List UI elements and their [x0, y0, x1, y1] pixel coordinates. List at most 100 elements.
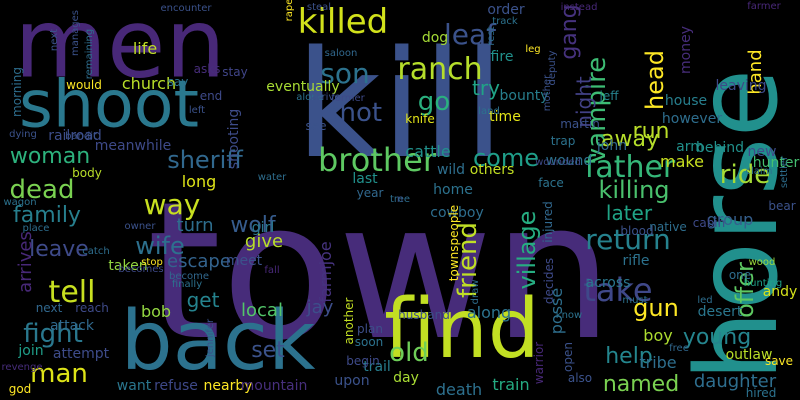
cloud-word-outlaw: outlaw [725, 347, 773, 363]
cloud-word-house: house [664, 93, 708, 109]
cloud-word-behind: behind [695, 140, 745, 156]
cloud-word-claim: claim [745, 166, 773, 177]
cloud-word-encounter: encounter [160, 3, 212, 14]
cloud-word-arm: arm [676, 139, 704, 155]
cloud-word-others: others [469, 162, 515, 178]
cloud-word-killed: killed [297, 2, 389, 42]
cloud-word-owner: owner [124, 221, 156, 232]
cloud-word-set: set [251, 338, 285, 363]
cloud-word-attack: attack [50, 318, 94, 334]
cloud-word-want: want [116, 378, 152, 394]
cloud-word-god: god [8, 382, 32, 396]
cloud-word-kill: kill [295, 19, 505, 191]
cloud-word-group: group [706, 210, 754, 229]
cloud-word-save: save [764, 354, 794, 368]
cloud-word-must: must [622, 295, 648, 306]
cloud-word-wound: wound [545, 153, 593, 169]
cloud-word-sheriff: sheriff [167, 146, 243, 174]
cloud-word-mountain: mountain [240, 378, 308, 394]
cloud-word-stop: stop [141, 257, 163, 268]
cloud-word-go: go [417, 87, 451, 117]
cloud-word-cattle: cattle [405, 142, 451, 161]
cloud-word-soon: soon [354, 335, 384, 349]
cloud-word-would: would [66, 78, 102, 92]
cloud-word-way: way [143, 188, 201, 221]
cloud-word-hired: hired [745, 386, 777, 400]
cloud-word-named: named [602, 372, 680, 397]
cloud-word-tree: tree [389, 194, 411, 205]
cloud-word-tribe: tribe [639, 353, 677, 372]
cloud-word-ride: ride [719, 160, 771, 190]
cloud-word-leaving: leaving [715, 78, 767, 94]
cloud-word-alone: alone [296, 92, 324, 103]
cloud-word-face: face [538, 176, 564, 190]
cloud-word-warrior: warrior [532, 341, 546, 385]
cloud-word-killing: killing [598, 176, 670, 204]
cloud-word-n: n [396, 194, 404, 205]
cloud-word-arrive: arrive [311, 92, 341, 103]
cloud-word-village: village [513, 210, 541, 290]
cloud-word-becomes: becomes [118, 264, 164, 275]
cloud-word-woman: woman [9, 144, 91, 169]
cloud-word-trail: trail [363, 359, 391, 375]
cloud-word-deputy: deputy [547, 50, 558, 86]
cloud-word-reach: reach [75, 301, 109, 315]
cloud-word-get: get [186, 288, 220, 312]
cloud-word-desert: desert [697, 304, 743, 320]
cloud-word-farmer: farmer [747, 1, 781, 12]
cloud-word-make: make [660, 152, 704, 171]
cloud-word-injured: injured [541, 201, 555, 243]
cloud-word-come: come [472, 144, 540, 172]
cloud-word-run: run [632, 119, 670, 144]
cloud-word-meet: meet [225, 253, 263, 269]
cloud-word-cabin: cabin [692, 216, 726, 230]
cloud-word-townspeople: townspeople [447, 204, 461, 282]
cloud-word-farmjoe: farmjoe [316, 241, 335, 303]
cloud-word-leaf: leaf [443, 18, 497, 51]
cloud-word-jennifer: jennifer [205, 318, 216, 358]
cloud-word-son: son [320, 57, 370, 90]
cloud-word-meanwhile: meanwhile [94, 138, 172, 154]
cloud-word-home: home [433, 182, 473, 198]
cloud-word-wounded: wounded [535, 157, 581, 168]
cloud-word-fire: fire [490, 49, 514, 65]
cloud-word-wagon: wagon [3, 197, 37, 208]
cloud-word-free: free [669, 343, 689, 354]
cloud-word-arrives: arrives [15, 231, 36, 293]
cloud-word-another: another [342, 297, 356, 345]
cloud-word-saloon: saloon [324, 48, 358, 59]
cloud-word-fall: fall [264, 265, 280, 276]
cloud-word-dead: dead [9, 175, 75, 205]
cloud-word-order: order [487, 2, 525, 18]
cloud-word-bear: bear [768, 199, 796, 213]
cloud-word-take: take [583, 271, 653, 309]
cloud-word-time: time [489, 109, 521, 125]
cloud-word-instead: instead [560, 2, 598, 13]
cloud-word-wife: wife [135, 232, 185, 260]
cloud-word-native: native [649, 220, 687, 234]
cloud-word-andy: andy [762, 284, 798, 300]
cloud-word-place: place [22, 223, 50, 234]
cloud-word-martin: martin [560, 117, 600, 131]
cloud-word-decides: decides [542, 257, 556, 305]
cloud-word-dying: dying [9, 129, 37, 140]
cloud-word-plan: plan [357, 322, 383, 336]
cloud-word-one: one [728, 268, 752, 282]
cloud-word-men: men [14, 0, 226, 100]
cloud-word-man: man [30, 359, 88, 389]
cloud-word-asks: asks [193, 62, 221, 76]
cloud-word-land: land [478, 106, 500, 117]
cloud-word-morning: morning [10, 67, 24, 117]
cloud-word-money: money [678, 26, 694, 74]
cloud-word-old: old [389, 338, 429, 368]
cloud-word-local: local [241, 300, 283, 321]
cloud-word-railroad: railroad [48, 128, 102, 144]
cloud-word-revenge: revenge [1, 362, 43, 373]
cloud-word-father: father [584, 150, 676, 185]
cloud-word-shoot: shoot [18, 67, 200, 143]
cloud-word-steal: steal [306, 2, 332, 13]
cloud-word-return: return [585, 223, 671, 256]
cloud-word-give: give [244, 231, 284, 252]
cloud-word-begin: begin [346, 354, 380, 368]
